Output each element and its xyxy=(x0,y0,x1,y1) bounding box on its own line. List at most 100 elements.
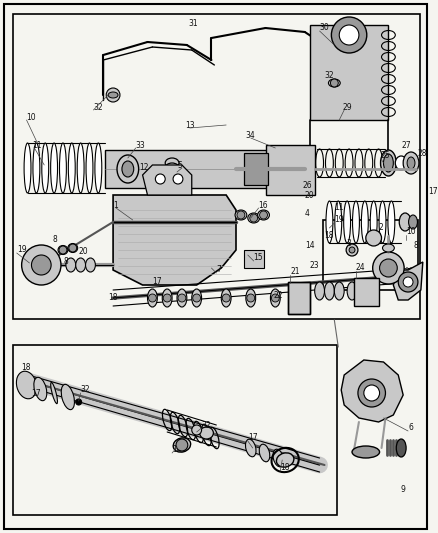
Ellipse shape xyxy=(248,213,260,223)
Ellipse shape xyxy=(314,282,325,300)
Ellipse shape xyxy=(165,158,179,168)
Ellipse shape xyxy=(335,201,342,243)
Text: 5: 5 xyxy=(177,160,182,169)
Text: 11: 11 xyxy=(334,204,344,213)
Text: 23: 23 xyxy=(310,261,319,270)
Ellipse shape xyxy=(85,258,95,272)
Text: 17: 17 xyxy=(248,433,258,442)
Ellipse shape xyxy=(33,143,40,193)
Ellipse shape xyxy=(165,163,179,173)
Ellipse shape xyxy=(122,161,134,177)
Circle shape xyxy=(21,245,61,285)
Circle shape xyxy=(260,211,268,219)
Bar xyxy=(322,220,418,290)
Ellipse shape xyxy=(200,427,213,439)
Ellipse shape xyxy=(361,201,368,243)
Text: 14: 14 xyxy=(305,240,314,249)
Ellipse shape xyxy=(334,282,344,300)
Text: 3: 3 xyxy=(346,238,351,247)
Ellipse shape xyxy=(24,143,31,193)
Ellipse shape xyxy=(347,282,357,300)
Text: 32: 32 xyxy=(81,385,90,394)
Text: 16: 16 xyxy=(258,200,268,209)
Text: 19: 19 xyxy=(334,215,344,224)
Circle shape xyxy=(250,214,258,222)
Ellipse shape xyxy=(246,289,256,307)
Ellipse shape xyxy=(77,143,84,193)
Ellipse shape xyxy=(388,201,395,243)
Ellipse shape xyxy=(148,289,157,307)
Ellipse shape xyxy=(325,282,334,300)
Circle shape xyxy=(163,294,171,302)
Ellipse shape xyxy=(326,201,333,243)
Circle shape xyxy=(349,247,355,253)
Ellipse shape xyxy=(270,289,280,307)
Circle shape xyxy=(176,439,188,451)
Ellipse shape xyxy=(235,210,247,220)
Text: 12: 12 xyxy=(140,164,149,173)
Text: 17: 17 xyxy=(428,188,438,197)
Ellipse shape xyxy=(51,382,57,403)
Ellipse shape xyxy=(221,289,231,307)
Circle shape xyxy=(247,294,254,302)
Bar xyxy=(288,282,310,314)
Circle shape xyxy=(403,277,413,287)
Ellipse shape xyxy=(68,143,75,193)
Ellipse shape xyxy=(353,201,360,243)
Text: 6: 6 xyxy=(408,424,413,432)
Text: 30: 30 xyxy=(320,23,329,33)
Ellipse shape xyxy=(68,244,78,253)
Bar xyxy=(288,282,310,314)
Ellipse shape xyxy=(381,150,396,176)
Bar xyxy=(354,278,378,306)
Bar xyxy=(244,250,264,268)
Text: 8: 8 xyxy=(52,236,57,245)
Ellipse shape xyxy=(352,446,380,458)
Text: 9: 9 xyxy=(400,486,405,495)
Circle shape xyxy=(32,255,51,275)
Circle shape xyxy=(237,211,245,219)
Ellipse shape xyxy=(396,156,407,170)
Ellipse shape xyxy=(58,246,68,254)
Circle shape xyxy=(59,246,67,254)
Ellipse shape xyxy=(276,453,294,467)
Text: 11: 11 xyxy=(32,141,42,149)
Circle shape xyxy=(178,294,186,302)
Text: 4: 4 xyxy=(305,208,310,217)
Ellipse shape xyxy=(95,143,102,193)
Circle shape xyxy=(380,259,397,277)
Circle shape xyxy=(272,294,279,302)
Ellipse shape xyxy=(407,157,415,169)
Circle shape xyxy=(69,244,77,252)
Ellipse shape xyxy=(108,92,118,98)
Text: 18: 18 xyxy=(21,362,31,372)
Text: 32: 32 xyxy=(93,102,103,111)
Ellipse shape xyxy=(192,289,201,307)
Polygon shape xyxy=(341,360,403,422)
Bar xyxy=(13,14,420,319)
Bar xyxy=(310,25,389,120)
Text: 18: 18 xyxy=(108,294,118,303)
Text: 20: 20 xyxy=(305,190,314,199)
Circle shape xyxy=(222,294,230,302)
Text: 25: 25 xyxy=(381,150,390,159)
Polygon shape xyxy=(113,195,236,285)
Circle shape xyxy=(330,79,338,87)
Circle shape xyxy=(155,174,165,184)
Ellipse shape xyxy=(384,154,393,172)
Bar xyxy=(13,345,337,515)
Text: 20: 20 xyxy=(79,247,88,256)
Circle shape xyxy=(106,88,120,102)
Ellipse shape xyxy=(66,258,76,272)
Circle shape xyxy=(398,272,418,292)
Text: 13: 13 xyxy=(185,120,194,130)
Circle shape xyxy=(364,385,380,401)
Text: 2: 2 xyxy=(378,223,383,232)
Circle shape xyxy=(76,399,81,405)
Circle shape xyxy=(373,252,404,284)
Text: 14: 14 xyxy=(172,446,182,455)
Text: 31: 31 xyxy=(189,20,198,28)
Circle shape xyxy=(358,379,385,407)
Text: 26: 26 xyxy=(303,181,312,190)
Ellipse shape xyxy=(51,143,57,193)
